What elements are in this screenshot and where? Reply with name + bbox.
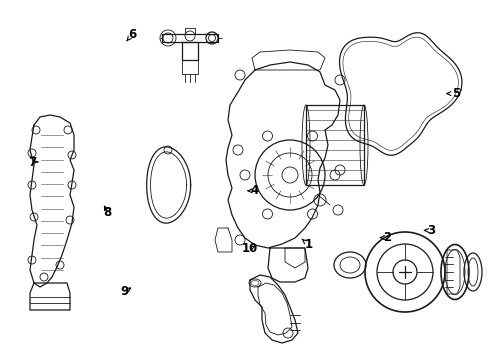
- FancyBboxPatch shape: [182, 60, 198, 74]
- Text: 6: 6: [128, 28, 136, 41]
- Text: 8: 8: [104, 206, 112, 219]
- Circle shape: [160, 30, 176, 46]
- Text: 9: 9: [121, 285, 129, 298]
- Text: 2: 2: [383, 231, 391, 244]
- Text: 4: 4: [251, 184, 259, 197]
- Text: 7: 7: [28, 156, 36, 168]
- Text: 3: 3: [427, 224, 435, 237]
- Text: 5: 5: [452, 87, 460, 100]
- Text: 1: 1: [305, 238, 313, 251]
- Text: 10: 10: [242, 242, 258, 255]
